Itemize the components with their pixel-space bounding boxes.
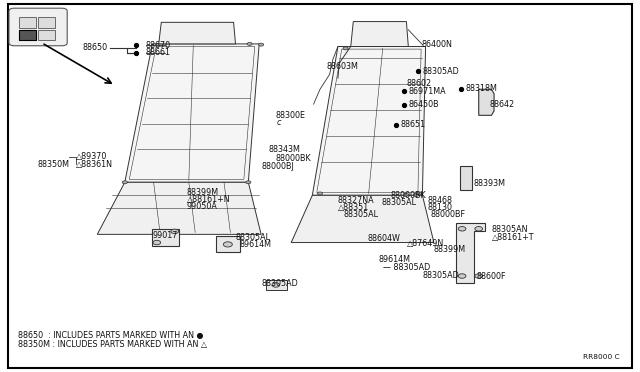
Text: 88000BF: 88000BF bbox=[430, 210, 465, 219]
Text: 88603M: 88603M bbox=[326, 62, 358, 71]
Circle shape bbox=[246, 181, 251, 184]
Text: △89370: △89370 bbox=[76, 153, 107, 161]
Text: 89614M: 89614M bbox=[379, 255, 411, 264]
Text: 88305AD: 88305AD bbox=[422, 271, 459, 280]
Circle shape bbox=[417, 192, 422, 195]
Polygon shape bbox=[159, 22, 236, 44]
Text: 88305AL: 88305AL bbox=[343, 210, 378, 219]
Text: △88161+T: △88161+T bbox=[492, 233, 534, 242]
Text: 88670: 88670 bbox=[146, 41, 171, 50]
Circle shape bbox=[475, 227, 483, 231]
Text: 88350M : INCLUDES PARTS MARKED WITH AN △: 88350M : INCLUDES PARTS MARKED WITH AN △ bbox=[18, 340, 207, 349]
Text: 88305AL: 88305AL bbox=[236, 233, 271, 242]
Circle shape bbox=[317, 192, 323, 195]
Circle shape bbox=[259, 43, 264, 46]
Text: △88361N: △88361N bbox=[76, 160, 113, 169]
Text: 88305AD: 88305AD bbox=[422, 67, 459, 76]
Text: 88468: 88468 bbox=[428, 196, 452, 205]
Circle shape bbox=[343, 47, 348, 50]
Text: 88327NA: 88327NA bbox=[338, 196, 374, 205]
Polygon shape bbox=[152, 229, 179, 246]
Text: 88399M: 88399M bbox=[187, 188, 219, 197]
Circle shape bbox=[403, 193, 408, 196]
Text: 86971MA: 86971MA bbox=[408, 87, 446, 96]
Circle shape bbox=[458, 227, 466, 231]
Text: — 88305AD: — 88305AD bbox=[383, 263, 430, 272]
Text: 88642: 88642 bbox=[490, 100, 515, 109]
Circle shape bbox=[475, 274, 483, 278]
Circle shape bbox=[171, 229, 179, 234]
Polygon shape bbox=[216, 236, 240, 252]
Circle shape bbox=[272, 283, 280, 287]
Bar bbox=[19, 30, 36, 40]
Circle shape bbox=[247, 42, 252, 45]
Circle shape bbox=[223, 242, 232, 247]
Text: RR8000 C: RR8000 C bbox=[583, 354, 620, 360]
Bar bbox=[38, 17, 55, 28]
Circle shape bbox=[413, 193, 419, 196]
Bar bbox=[38, 30, 55, 40]
Text: 88650  : INCLUDES PARTS MARKED WITH AN ●: 88650 : INCLUDES PARTS MARKED WITH AN ● bbox=[18, 331, 204, 340]
Polygon shape bbox=[266, 280, 287, 290]
Text: 89614M: 89614M bbox=[240, 240, 272, 249]
Text: 86450B: 86450B bbox=[408, 100, 439, 109]
Polygon shape bbox=[312, 46, 426, 195]
Text: △88161+N: △88161+N bbox=[187, 195, 230, 204]
FancyBboxPatch shape bbox=[9, 8, 67, 46]
Polygon shape bbox=[291, 195, 434, 243]
Polygon shape bbox=[125, 44, 259, 182]
Text: 88305AN: 88305AN bbox=[492, 225, 528, 234]
Text: 88399M: 88399M bbox=[434, 246, 466, 254]
Text: 86400N: 86400N bbox=[421, 40, 452, 49]
Text: 88651: 88651 bbox=[401, 120, 426, 129]
Text: 88604W: 88604W bbox=[367, 234, 400, 243]
Text: 88318M: 88318M bbox=[466, 84, 498, 93]
Text: 88300E: 88300E bbox=[275, 111, 305, 120]
Text: 88661: 88661 bbox=[146, 48, 171, 57]
Text: 88130: 88130 bbox=[428, 203, 452, 212]
Text: 99050A: 99050A bbox=[187, 202, 218, 211]
Text: △87649N: △87649N bbox=[407, 239, 444, 248]
Text: 99017: 99017 bbox=[152, 231, 178, 240]
Text: 88000BJ: 88000BJ bbox=[261, 162, 294, 171]
Text: 88305AL: 88305AL bbox=[381, 198, 417, 207]
Polygon shape bbox=[351, 22, 408, 46]
Text: 88393M: 88393M bbox=[474, 179, 506, 187]
Text: △88351: △88351 bbox=[338, 203, 369, 212]
Bar bbox=[19, 30, 36, 40]
Text: 88600F: 88600F bbox=[477, 272, 506, 280]
Circle shape bbox=[122, 181, 127, 184]
Text: 88350M: 88350M bbox=[37, 160, 69, 169]
Polygon shape bbox=[479, 89, 494, 115]
Text: 88000BK: 88000BK bbox=[390, 191, 426, 200]
Polygon shape bbox=[97, 182, 261, 234]
Text: c: c bbox=[276, 118, 281, 126]
Text: 88650: 88650 bbox=[83, 43, 108, 52]
Circle shape bbox=[458, 274, 466, 278]
Text: 88000BK: 88000BK bbox=[275, 154, 311, 163]
Circle shape bbox=[153, 240, 161, 245]
Polygon shape bbox=[456, 223, 485, 283]
Bar bbox=[19, 17, 36, 28]
Text: 88305AD: 88305AD bbox=[261, 279, 298, 288]
Text: 88343M: 88343M bbox=[269, 145, 301, 154]
Polygon shape bbox=[460, 166, 472, 190]
Text: 88602: 88602 bbox=[406, 79, 431, 88]
